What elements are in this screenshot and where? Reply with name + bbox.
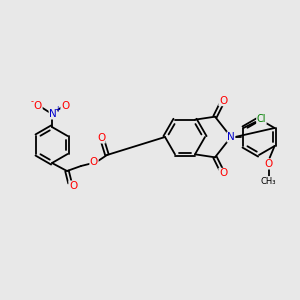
Text: O: O	[97, 133, 105, 143]
Text: N: N	[227, 132, 235, 142]
Text: O: O	[219, 168, 227, 178]
Text: O: O	[34, 101, 42, 111]
Text: O: O	[61, 101, 69, 111]
Text: CH₃: CH₃	[261, 176, 276, 185]
Text: O: O	[90, 157, 98, 167]
Text: O: O	[219, 96, 227, 106]
Text: Cl: Cl	[257, 114, 266, 124]
Text: O: O	[69, 181, 77, 191]
Text: O: O	[265, 159, 273, 169]
Text: N: N	[49, 109, 57, 119]
Text: -: -	[31, 98, 34, 106]
Text: +: +	[54, 106, 60, 115]
